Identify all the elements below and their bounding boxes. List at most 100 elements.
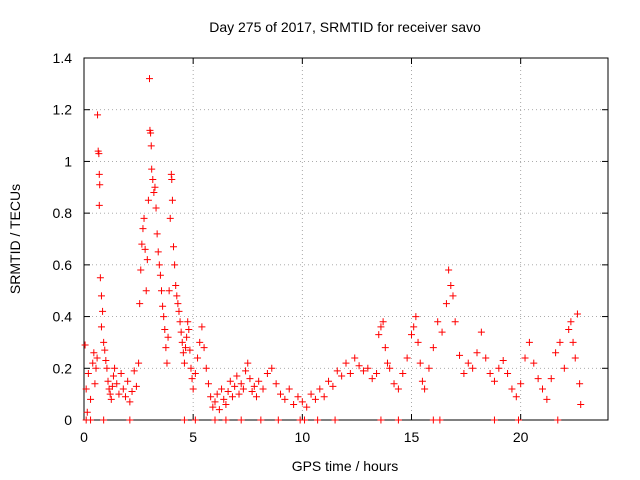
data-point: [281, 395, 289, 403]
x-axis-label: GPS time / hours: [292, 458, 399, 474]
data-point: [126, 398, 134, 406]
data-point: [220, 395, 228, 403]
data-point: [180, 359, 188, 367]
data-point: [213, 390, 221, 398]
data-point: [368, 375, 376, 383]
data-point: [158, 287, 166, 295]
data-point: [146, 75, 153, 83]
data-point: [198, 323, 206, 331]
data-point: [90, 349, 98, 357]
data-point: [445, 266, 453, 274]
data-point: [438, 328, 446, 336]
data-point: [543, 395, 551, 403]
data-point-zero: [514, 416, 522, 424]
data-point: [147, 142, 155, 150]
data-point: [333, 367, 341, 375]
data-point: [164, 333, 172, 341]
data-point: [159, 302, 167, 310]
grid: [84, 58, 608, 420]
data-point: [150, 188, 158, 196]
data-point: [567, 318, 575, 326]
data-point-zero: [314, 416, 322, 424]
data-point: [244, 359, 252, 367]
data-point: [255, 377, 263, 385]
data-point: [569, 338, 577, 346]
data-point: [124, 377, 132, 385]
data-point: [87, 395, 95, 403]
data-point: [307, 390, 315, 398]
data-point: [508, 385, 516, 393]
data-point: [224, 388, 232, 396]
data-point: [93, 354, 101, 362]
data-point: [477, 328, 485, 336]
data-point: [135, 359, 143, 367]
data-point: [97, 323, 105, 331]
data-point: [473, 349, 481, 357]
y-tick-label: 1.4: [53, 50, 73, 66]
data-point: [178, 338, 186, 346]
data-point-zero: [180, 416, 188, 424]
data-point: [188, 375, 196, 383]
data-point: [211, 398, 219, 406]
data-point: [186, 346, 194, 354]
data-point: [97, 292, 105, 300]
data-point: [482, 354, 490, 362]
data-point: [517, 380, 525, 388]
data-point: [442, 300, 450, 308]
data-point: [172, 282, 180, 290]
data-point: [81, 341, 89, 349]
x-tick-label: 10: [295, 429, 311, 445]
data-point: [410, 323, 418, 331]
data-point: [149, 176, 157, 184]
data-point: [154, 248, 162, 256]
data-point: [151, 183, 159, 191]
data-point: [139, 225, 147, 233]
data-point: [179, 349, 187, 357]
data-point: [414, 338, 422, 346]
ticks: [83, 57, 608, 421]
data-point: [155, 261, 163, 269]
data-point: [84, 369, 92, 377]
data-point: [106, 390, 114, 398]
data-point: [218, 385, 226, 393]
data-point: [177, 328, 185, 336]
data-point: [231, 382, 239, 390]
x-tick-label: 5: [189, 429, 197, 445]
data-point: [226, 377, 234, 385]
data-point-zero: [554, 416, 562, 424]
data-point: [379, 318, 387, 326]
data-point: [351, 354, 359, 362]
data-point: [311, 395, 319, 403]
plot-border: [83, 57, 609, 421]
data-point: [115, 390, 123, 398]
data-point-zero: [436, 416, 444, 424]
data-point-zero: [126, 416, 134, 424]
data-point: [451, 318, 459, 326]
data-point: [107, 395, 115, 403]
data-point: [168, 196, 176, 204]
data-point: [263, 369, 271, 377]
data-point: [495, 364, 503, 372]
data-point-zero: [394, 416, 402, 424]
data-point: [117, 369, 125, 377]
data-point: [577, 400, 585, 408]
data-point-zero: [301, 416, 309, 424]
data-point-zero: [274, 416, 282, 424]
data-point: [381, 344, 389, 352]
data-point: [222, 400, 230, 408]
data-point: [525, 338, 533, 346]
data-point: [373, 369, 381, 377]
data-point: [89, 359, 97, 367]
data-point: [534, 375, 542, 383]
data-point: [233, 372, 241, 380]
data-point: [130, 367, 138, 375]
data-point: [104, 377, 112, 385]
tick-labels: 0 5 10 15 20 0 0.2 0.4 0.6 0.8 1 1.2 1.4: [53, 50, 529, 445]
data-point: [99, 307, 107, 315]
data-point: [272, 380, 280, 388]
chart-title: Day 275 of 2017, SRMTID for receiver sav…: [209, 19, 481, 35]
data-point-zero: [237, 416, 245, 424]
data-point: [552, 349, 560, 357]
data-point-zero: [191, 416, 199, 424]
